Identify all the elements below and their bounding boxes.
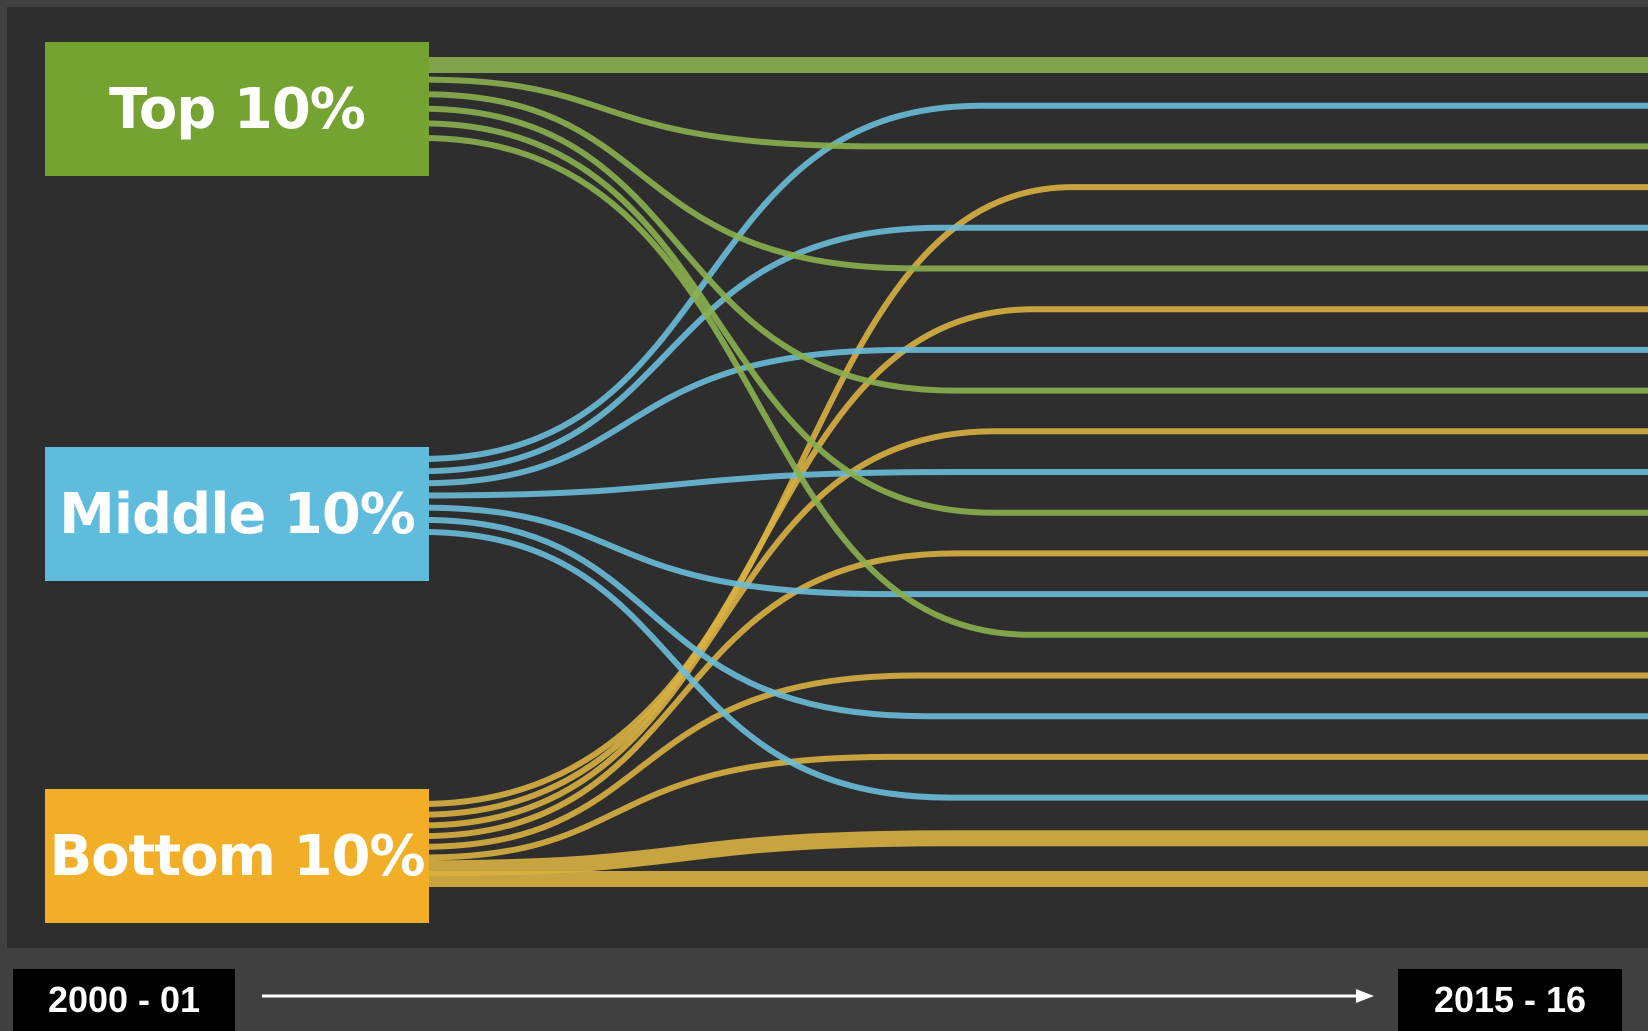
flow-ribbon-top	[421, 91, 1648, 272]
end-year-label: 2015 - 16	[1398, 969, 1622, 1031]
flow-ribbon-top	[421, 76, 1648, 150]
group-label-top: Top 10%	[109, 76, 366, 142]
flow-ribbon-top	[421, 135, 1648, 638]
flow-ribbon-top	[421, 120, 1648, 516]
start-year-label: 2000 - 01	[13, 969, 235, 1031]
flow-lines	[421, 56, 1648, 888]
flow-ribbon-bottom	[421, 428, 1648, 829]
group-box-top: Top 10%	[45, 42, 429, 176]
timeline-arrow	[262, 989, 1374, 1003]
flow-ribbon-bottom	[421, 184, 1648, 807]
start-year-text: 2000 - 01	[47, 979, 201, 1020]
flow-ribbon-bottom	[421, 830, 1648, 877]
group-box-bottom: Bottom 10%	[45, 789, 429, 923]
flow-ribbon-top	[421, 105, 1648, 394]
flow-ribbon-middle	[421, 102, 1648, 462]
flow-ribbon-middle	[421, 516, 1648, 720]
flow-ribbon-bottom	[421, 306, 1648, 818]
group-label-middle: Middle 10%	[59, 481, 416, 547]
flow-ribbon-middle	[421, 224, 1648, 475]
group-box-middle: Middle 10%	[45, 447, 429, 581]
flow-ribbon-bottom	[421, 672, 1648, 850]
flow-ribbon-middle	[421, 529, 1648, 801]
flow-ribbon-middle	[421, 346, 1648, 487]
flow-diagram-panel: Top 10% Middle 10% Bottom 10%	[7, 7, 1648, 948]
flow-ribbon-middle	[421, 504, 1648, 598]
end-year-text: 2015 - 16	[1433, 979, 1587, 1020]
flow-ribbon-bottom	[421, 753, 1648, 861]
group-label-bottom: Bottom 10%	[49, 823, 425, 889]
flow-ribbon-middle	[421, 469, 1648, 499]
